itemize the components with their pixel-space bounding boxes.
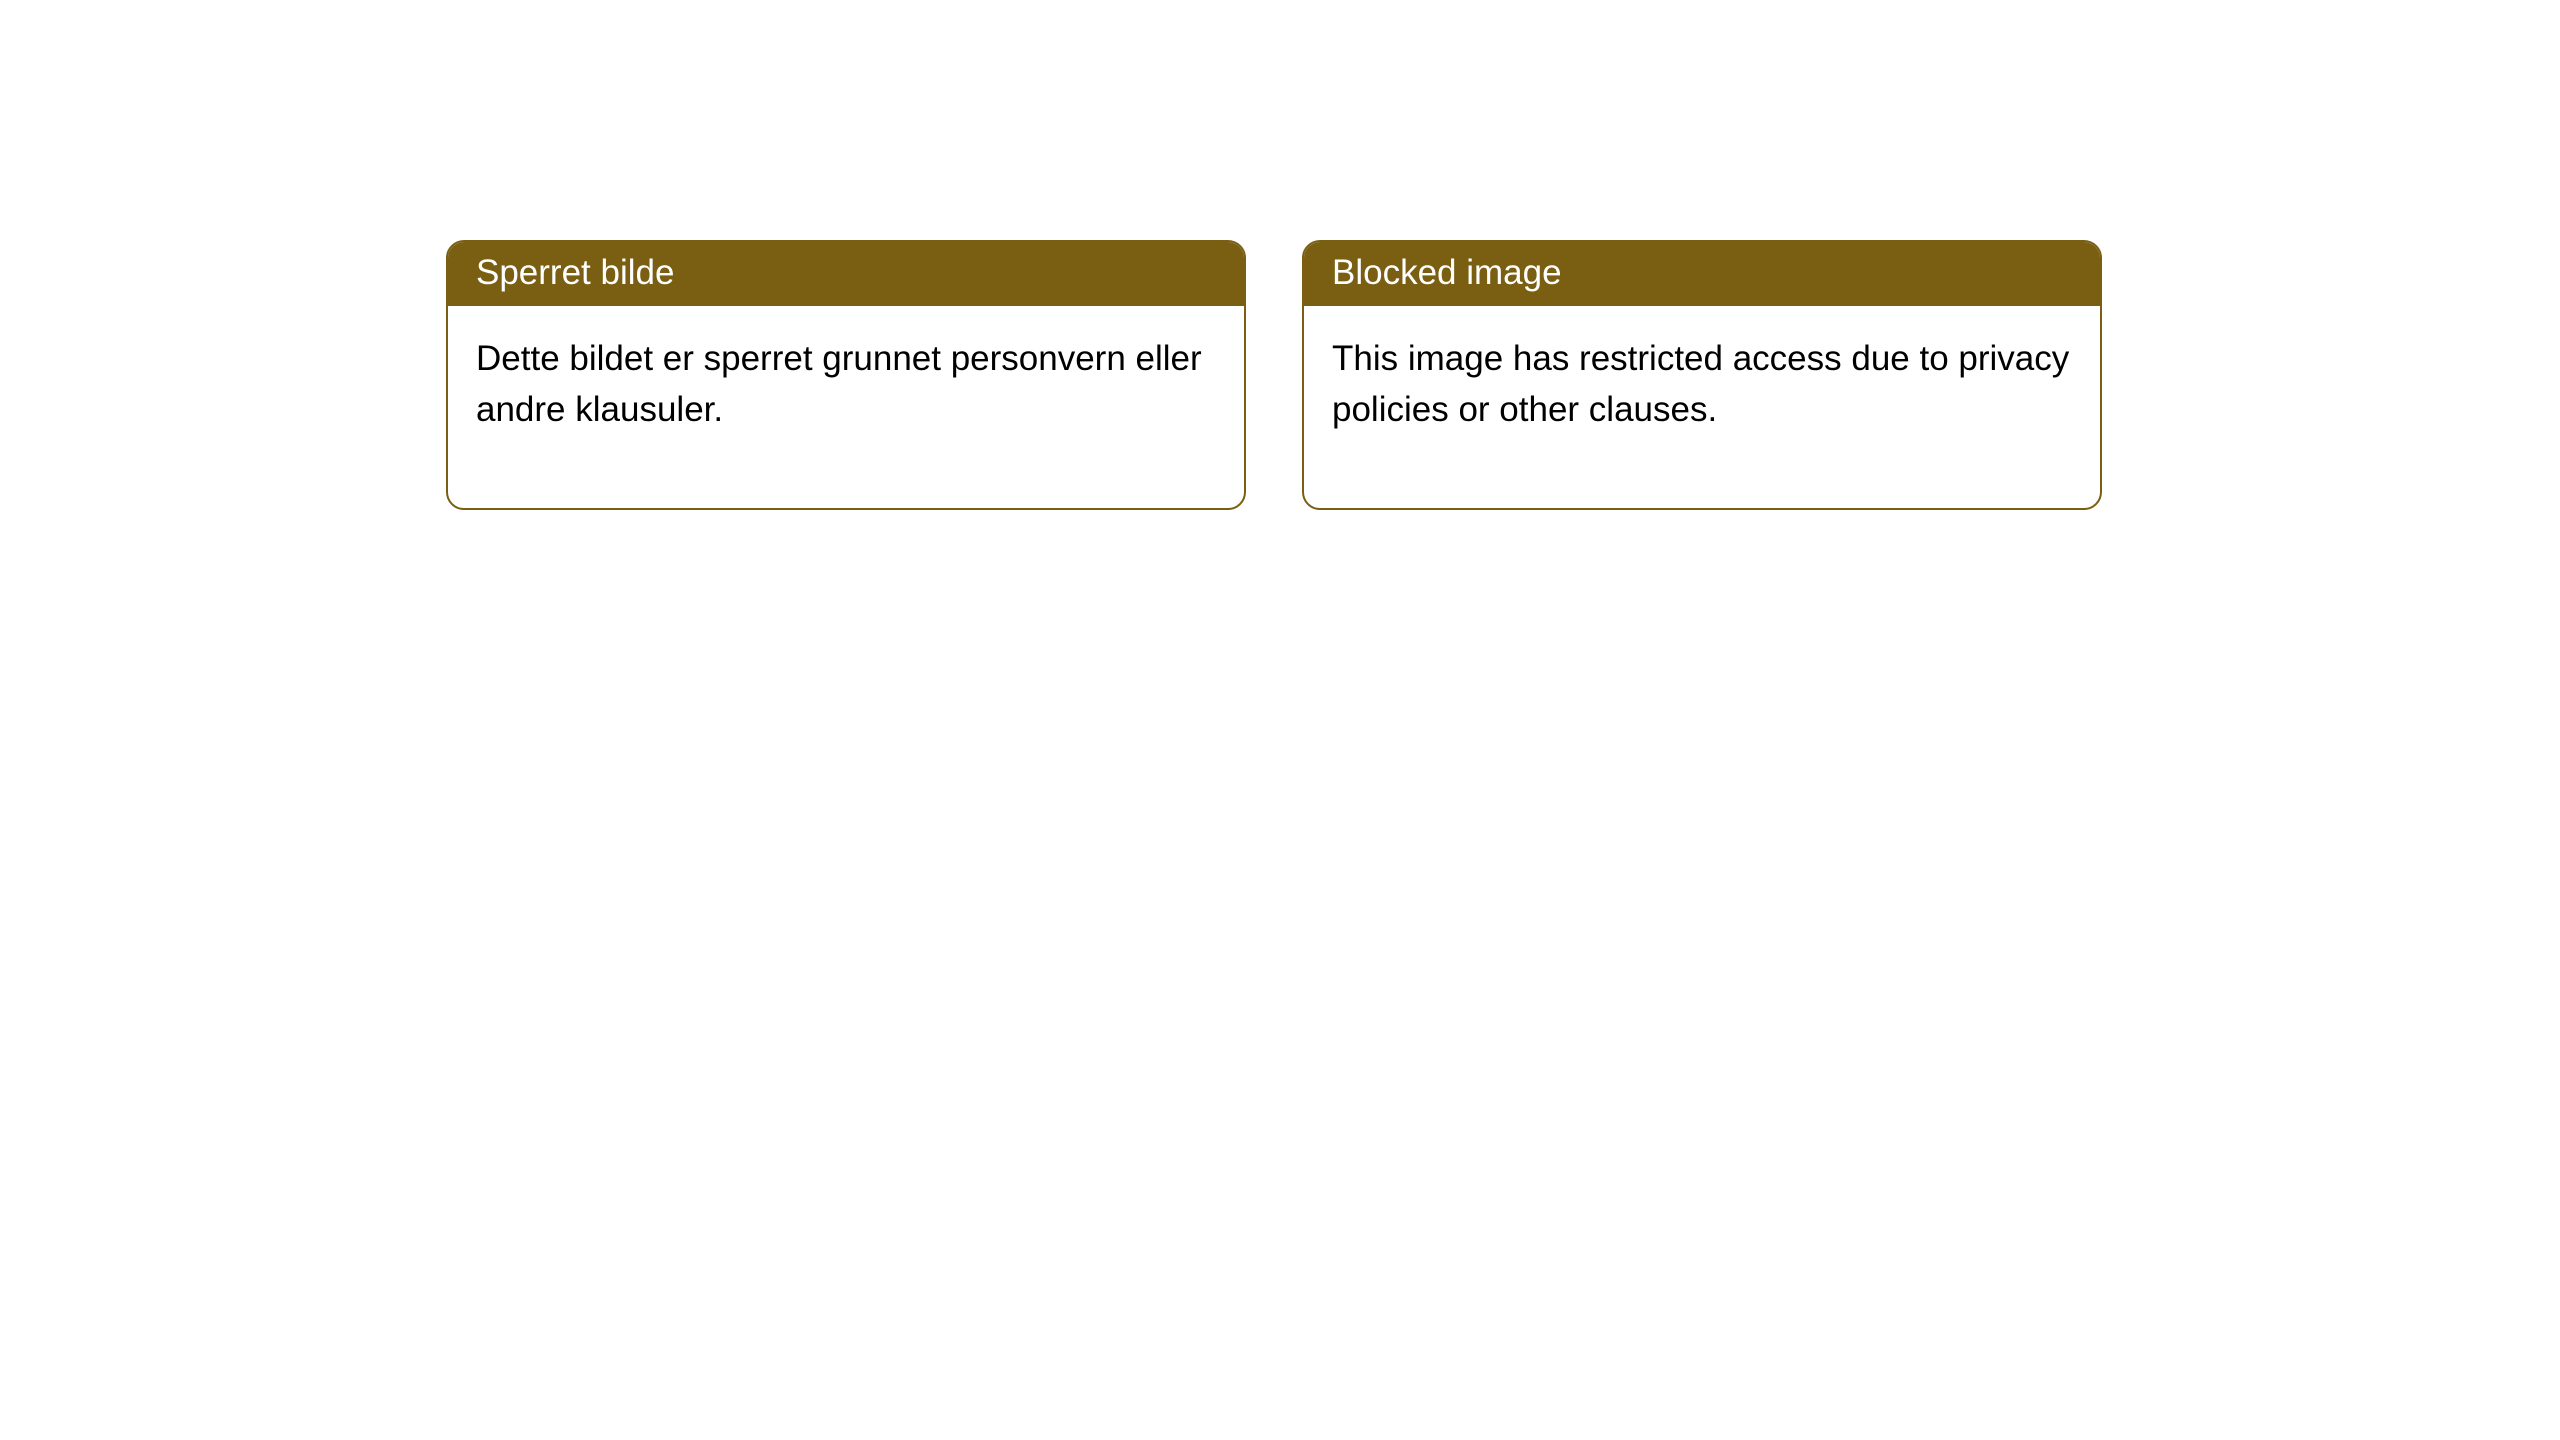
notice-card-no: Sperret bilde Dette bildet er sperret gr… xyxy=(446,240,1246,510)
notice-body-en: This image has restricted access due to … xyxy=(1304,306,2100,508)
notice-body-no: Dette bildet er sperret grunnet personve… xyxy=(448,306,1244,508)
notice-card-en: Blocked image This image has restricted … xyxy=(1302,240,2102,510)
notice-container: Sperret bilde Dette bildet er sperret gr… xyxy=(0,0,2560,510)
notice-header-en: Blocked image xyxy=(1304,242,2100,306)
notice-header-no: Sperret bilde xyxy=(448,242,1244,306)
